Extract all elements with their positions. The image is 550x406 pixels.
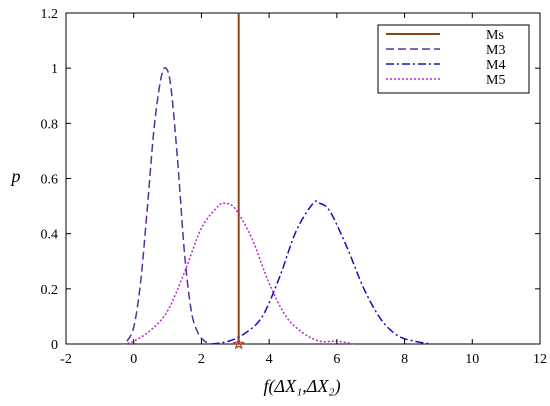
x-tick-label: 2 xyxy=(198,352,205,367)
legend: Ms M3 M4 M5 xyxy=(377,24,530,94)
legend-label-m5: M5 xyxy=(486,73,505,88)
y-tick-label: 1 xyxy=(51,62,58,77)
legend-label-m3: M3 xyxy=(486,43,505,58)
x-axis-label: f(ΔX₁,ΔX₂) xyxy=(263,376,340,397)
x-tick-label: 4 xyxy=(266,352,273,367)
y-tick-label: 0.6 xyxy=(41,173,59,188)
y-tick-label: 0.4 xyxy=(41,228,59,243)
star-marker xyxy=(232,337,245,350)
x-tick-label: 6 xyxy=(333,352,340,367)
x-tick-label: 10 xyxy=(465,352,479,367)
y-axis-label: p xyxy=(10,166,21,186)
legend-label-m4: M4 xyxy=(486,58,505,73)
x-tick-label: 8 xyxy=(401,352,408,367)
y-tick-label: 1.2 xyxy=(41,7,59,22)
series-layer xyxy=(123,13,432,350)
x-tick-label: -2 xyxy=(60,352,72,367)
y-tick-label: 0.8 xyxy=(41,117,59,132)
series-line-m3 xyxy=(126,67,212,345)
legend-label-ms: Ms xyxy=(486,28,504,43)
legend-box xyxy=(377,24,530,94)
series-line-m4 xyxy=(211,200,432,345)
y-tick-label: 0.2 xyxy=(41,283,59,298)
x-tick-label: 0 xyxy=(130,352,137,367)
y-tick-label: 0 xyxy=(51,338,58,353)
x-tick-label: 12 xyxy=(533,352,547,367)
